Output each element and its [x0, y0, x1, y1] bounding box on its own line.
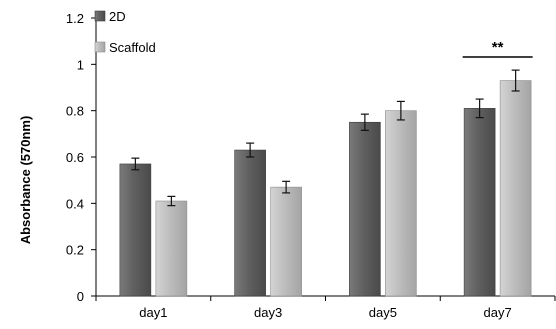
annotations: **: [462, 39, 533, 58]
legend-label-2d: 2D: [109, 9, 126, 24]
x-tick-label: day7: [484, 305, 512, 320]
x-tick-label: day5: [369, 305, 397, 320]
legend-label-scaffold: Scaffold: [109, 40, 156, 55]
y-tick-label: 0.2: [66, 243, 84, 258]
y-tick-label: 0.6: [66, 150, 84, 165]
bar-scaffold-day1: [155, 200, 188, 297]
legend-swatch-scaffold: [94, 41, 106, 53]
x-tick-label: day1: [139, 305, 167, 320]
bar-scaffold-day3: [270, 186, 302, 297]
legend-swatch-2d: [94, 10, 106, 22]
bar-2d-day3: [234, 149, 266, 297]
y-tick-label: 0.8: [66, 104, 84, 119]
y-tick-label: 1.2: [66, 11, 84, 26]
bar-scaffold-day7: [499, 80, 532, 297]
bar-2d-day7: [463, 108, 496, 297]
axes: 0 0.2 0.4 0.6 0.8 1 1.2 day1 day3 day5 day7: [66, 11, 556, 320]
bar-2d-day1: [119, 163, 152, 297]
significance-label: **: [492, 39, 504, 56]
bars: [119, 80, 532, 297]
bar-2d-day5: [349, 121, 381, 297]
y-tick-label: 0.4: [66, 196, 84, 211]
bar-scaffold-day5: [385, 110, 417, 297]
y-axis-label: Absorbance (570nm): [18, 116, 33, 245]
y-tick-label: 1: [77, 57, 84, 72]
legend: 2D Scaffold: [94, 9, 156, 55]
error-bars: [131, 69, 520, 207]
y-tick-label: 0: [77, 289, 84, 304]
x-tick-label: day3: [254, 305, 282, 320]
